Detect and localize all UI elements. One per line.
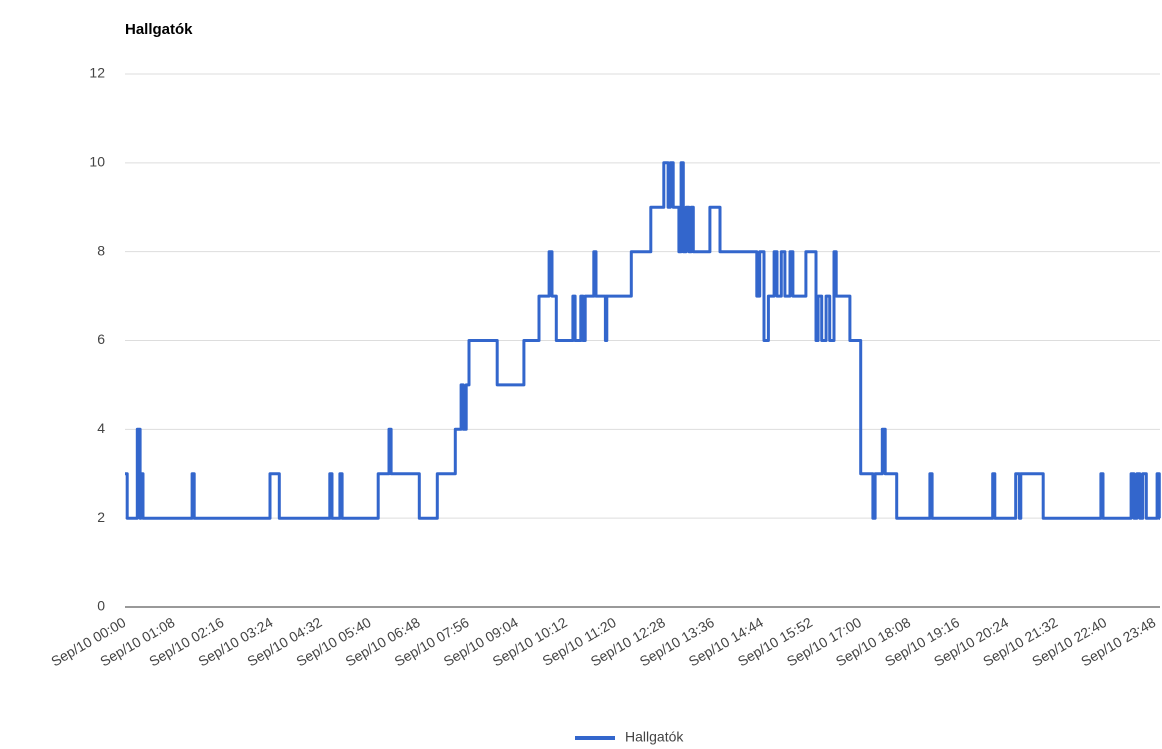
legend-label: Hallgatók (625, 729, 684, 745)
y-tick-label: 8 (97, 242, 105, 258)
y-tick-label: 12 (89, 65, 105, 81)
y-tick-label: 4 (97, 420, 105, 436)
y-tick-label: 0 (97, 598, 105, 614)
y-tick-label: 6 (97, 331, 105, 347)
chart-title: Hallgatók (125, 21, 193, 38)
y-tick-label: 2 (97, 509, 105, 525)
y-tick-label: 10 (89, 154, 105, 170)
data-line (125, 161, 1161, 520)
